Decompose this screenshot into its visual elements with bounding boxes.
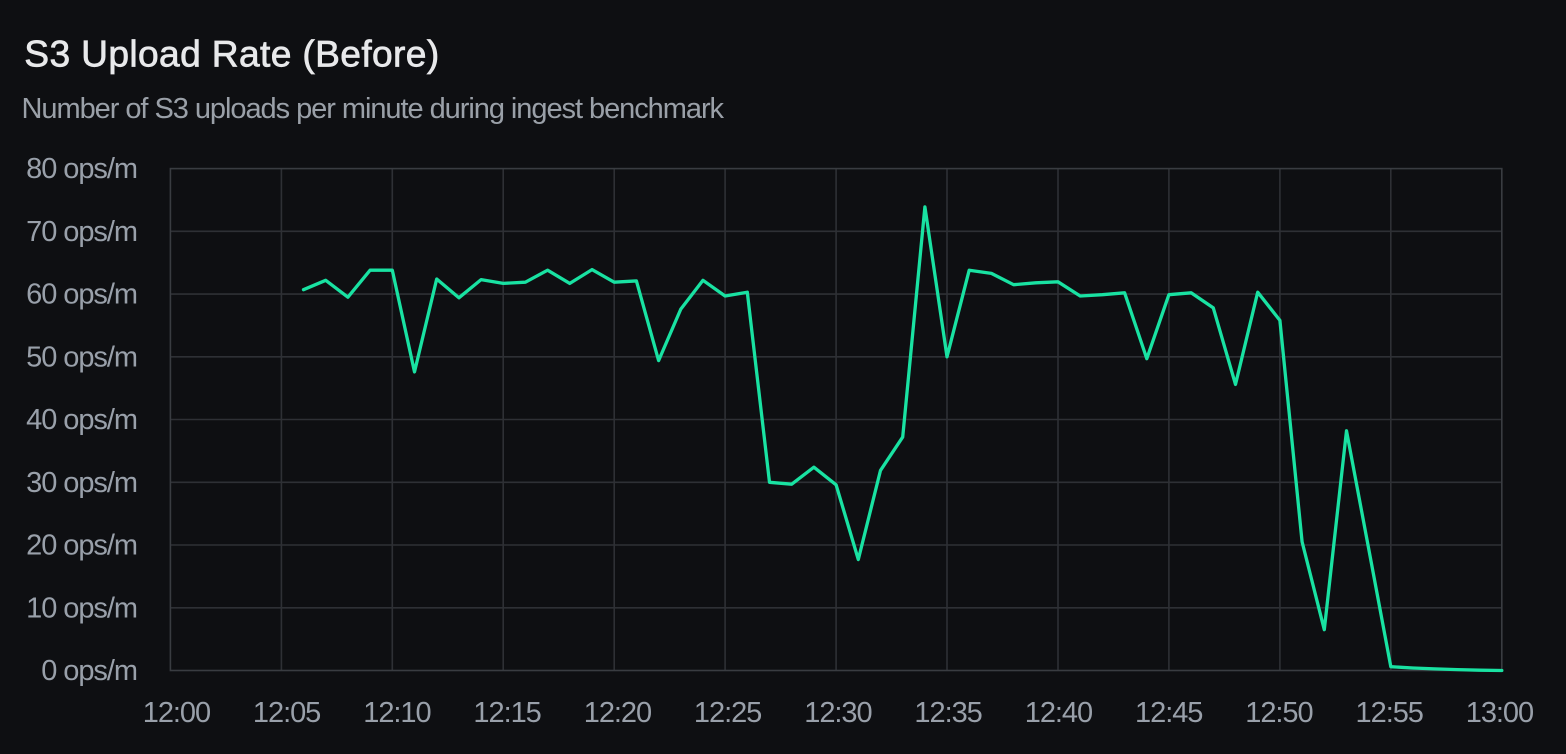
svg-text:50 ops/m: 50 ops/m bbox=[26, 341, 137, 373]
svg-text:12:25: 12:25 bbox=[694, 697, 761, 729]
svg-text:20 ops/m: 20 ops/m bbox=[26, 530, 137, 562]
svg-text:0 ops/m: 0 ops/m bbox=[41, 655, 137, 687]
svg-text:Number of S3 uploads per minut: Number of S3 uploads per minute during i… bbox=[22, 93, 725, 125]
svg-text:12:05: 12:05 bbox=[253, 697, 320, 729]
svg-text:13:00: 13:00 bbox=[1466, 697, 1533, 729]
svg-text:12:55: 12:55 bbox=[1356, 697, 1423, 729]
svg-text:12:30: 12:30 bbox=[804, 697, 871, 729]
svg-text:S3 Upload Rate (Before): S3 Upload Rate (Before) bbox=[24, 33, 439, 75]
svg-text:12:45: 12:45 bbox=[1135, 697, 1202, 729]
svg-text:60 ops/m: 60 ops/m bbox=[26, 279, 137, 311]
svg-text:12:40: 12:40 bbox=[1025, 697, 1092, 729]
svg-text:12:35: 12:35 bbox=[914, 697, 981, 729]
svg-text:10 ops/m: 10 ops/m bbox=[26, 592, 137, 624]
svg-text:70 ops/m: 70 ops/m bbox=[26, 216, 137, 248]
svg-text:12:10: 12:10 bbox=[363, 697, 430, 729]
svg-text:12:15: 12:15 bbox=[473, 697, 540, 729]
svg-text:80 ops/m: 80 ops/m bbox=[26, 153, 137, 185]
svg-text:12:50: 12:50 bbox=[1245, 697, 1312, 729]
svg-text:30 ops/m: 30 ops/m bbox=[26, 467, 137, 499]
svg-text:12:20: 12:20 bbox=[584, 697, 651, 729]
svg-text:40 ops/m: 40 ops/m bbox=[26, 404, 137, 436]
svg-text:12:00: 12:00 bbox=[143, 697, 210, 729]
